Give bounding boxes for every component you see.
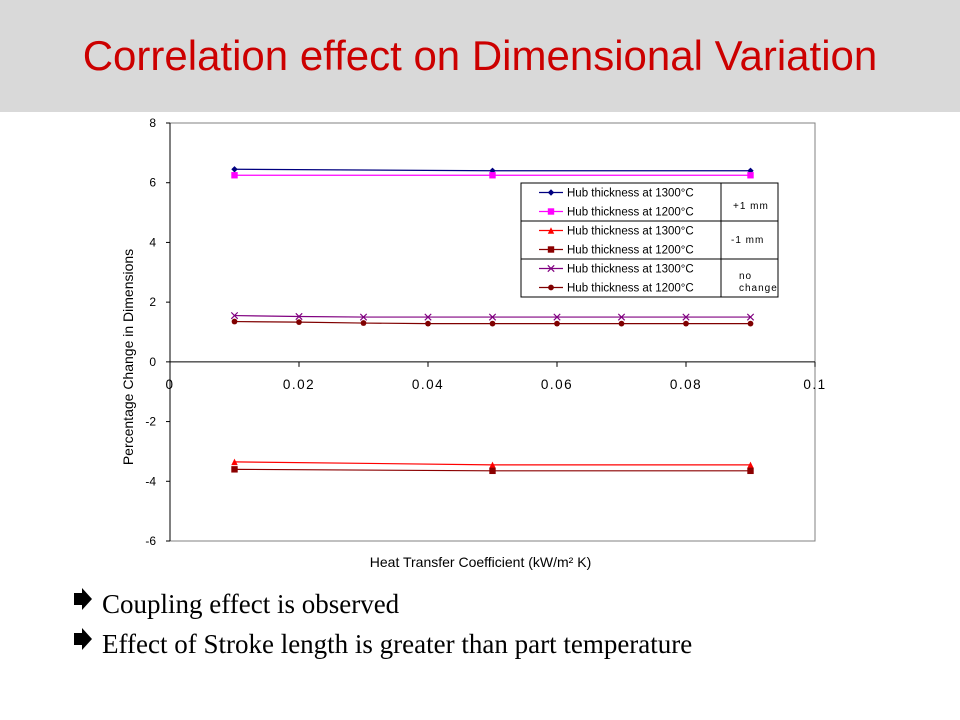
marker-stroke: [230, 311, 239, 320]
data-point: [231, 166, 238, 173]
data-point: [231, 466, 238, 473]
legend-group-label: +1 mm: [733, 201, 769, 212]
legend-box: [520, 182, 779, 298]
data-point: [296, 319, 302, 326]
legend-marker: [547, 189, 555, 196]
legend-label: Hub thickness at 1300°C: [567, 264, 694, 276]
marker-stroke: [553, 313, 561, 321]
data-point: [231, 172, 238, 179]
x-tick-label: 0.02: [283, 377, 315, 392]
data-point: [747, 467, 754, 475]
bullet-text: Effect of Stroke length is greater than …: [102, 629, 693, 659]
marker-stroke: [682, 313, 690, 321]
y-tick-label: 8: [149, 116, 156, 130]
y-axis-label: Percentage Change in Dimensions: [120, 249, 136, 465]
data-point: [747, 320, 754, 327]
marker-stroke: [359, 313, 368, 321]
data-point: [553, 313, 561, 321]
data-point: [489, 172, 496, 179]
data-point: [359, 313, 368, 321]
data-point: [425, 320, 431, 327]
data-point: [617, 313, 626, 321]
data-point: [489, 461, 496, 469]
legend-group-label: -1 mm: [731, 235, 764, 246]
data-point: [618, 320, 625, 327]
data-point: [747, 461, 754, 469]
title-bar: [0, 0, 960, 112]
y-tick-label: -2: [145, 415, 156, 429]
x-tick-label: 0: [165, 377, 174, 392]
legend-label: Hub thickness at 1200°C: [567, 207, 694, 219]
x-tick-label: 0.08: [670, 377, 702, 392]
data-point: [554, 320, 560, 327]
data-point: [746, 313, 755, 321]
legend-label: Hub thickness at 1300°C: [567, 226, 694, 238]
marker-stroke: [424, 313, 432, 321]
data-point: [295, 312, 303, 321]
legend-label: Hub thickness at 1300°C: [567, 188, 694, 200]
y-tick-label: -6: [145, 534, 156, 548]
legend-label: Hub thickness at 1200°C: [567, 283, 694, 295]
data-point: [231, 458, 238, 466]
arrow-bullet-icon: [74, 588, 92, 610]
arrow-bullet-icon: [74, 628, 92, 650]
chart: 8 6 4 2 0 -2 -4 -6 0 0.02 0.04 0.06 0.08 0.1 Heat Tran…: [120, 116, 826, 570]
data-point: [747, 172, 754, 179]
legend: Hub thickness at 1300°C Hub thickness at …: [520, 182, 779, 298]
bullet-text: Coupling effect is observed: [102, 589, 400, 619]
marker-stroke: [547, 264, 555, 273]
data-point: [682, 313, 690, 321]
marker-stroke: [488, 313, 497, 321]
marker-stroke: [617, 313, 626, 321]
page-title: Correlation effect on Dimensional Variat…: [82, 32, 878, 79]
y-tick-label: 4: [149, 235, 156, 249]
legend-marker: [547, 227, 555, 234]
data-point: [489, 320, 496, 327]
legend-label: Hub thickness at 1200°C: [567, 245, 694, 257]
data-point: [424, 313, 432, 321]
y-tick-label: 0: [149, 355, 156, 369]
x-tick-label: 0.06: [541, 377, 573, 392]
legend-marker: [547, 264, 555, 273]
data-point: [683, 320, 689, 327]
legend-marker: [547, 246, 555, 253]
data-point: [230, 311, 239, 320]
legend-marker: [548, 284, 554, 291]
data-point: [489, 467, 496, 475]
legend-group-label: change: [739, 283, 778, 294]
data-point: [488, 313, 497, 321]
marker-stroke: [295, 312, 303, 321]
marker-stroke: [746, 313, 755, 321]
data-point: [360, 320, 367, 326]
legend-marker: [547, 208, 555, 215]
x-tick-label: 0.1: [803, 377, 826, 392]
y-tick-label: -4: [145, 474, 156, 488]
legend-group-label: no: [739, 271, 752, 282]
y-tick-label: 2: [149, 295, 156, 309]
data-point: [231, 318, 238, 325]
x-axis-label: Heat Transfer Coefficient (kW/m² K): [370, 554, 591, 570]
y-tick-label: 6: [149, 176, 156, 190]
x-tick-label: 0.04: [412, 377, 444, 392]
